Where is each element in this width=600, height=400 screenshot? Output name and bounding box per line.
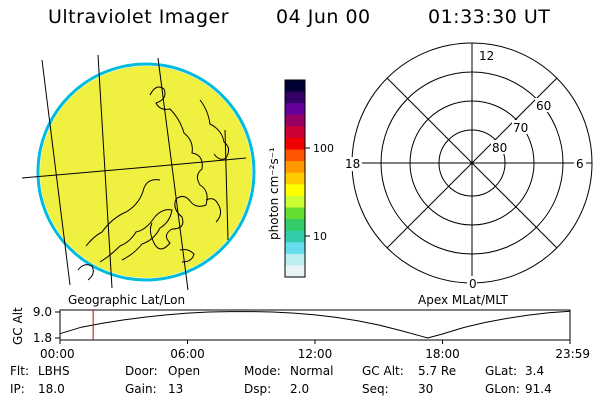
polar-labels: 12 18 6 0 60 70 80 [344, 48, 586, 291]
colorbar-swatch [285, 265, 305, 278]
colorbar-swatch [285, 114, 305, 127]
colorbar-swatch [285, 172, 305, 185]
altitude-series-line [59, 310, 571, 339]
earth-disc-limb [36, 62, 256, 282]
coastline [199, 99, 230, 160]
colorbar-swatch [285, 195, 305, 208]
colorbar-swatch [285, 253, 305, 266]
colorbar-swatch [285, 219, 305, 232]
colorbar: 100 10 photon cm⁻²s⁻¹ [267, 79, 334, 278]
time-label: 01:33:30 UT [428, 6, 551, 28]
meridian-line [224, 129, 229, 241]
coastline [179, 249, 195, 263]
colorbar-swatch [285, 230, 305, 243]
altitude-x-tick-label: 06:00 [170, 347, 205, 361]
mlt-label-midnight: 0 [469, 277, 477, 291]
mlt-label-noon: 12 [479, 49, 494, 63]
footer-key: Flt: [10, 364, 29, 378]
footer-value: 18.0 [38, 382, 65, 396]
footer-value: 5.7 Re [418, 364, 457, 378]
colorbar-swatch [285, 137, 305, 151]
altitude-y-tick-label: 9.0 [33, 305, 52, 319]
footer-value: 3.4 [525, 364, 545, 378]
colorbar-tick-label: 10 [313, 230, 327, 243]
colorbar-swatch [285, 80, 305, 93]
mlat-label-80: 80 [492, 141, 507, 155]
meridian-line [97, 54, 113, 289]
meridian-line [41, 59, 71, 286]
uv-emission-disc [40, 66, 252, 278]
footer-value: 13 [168, 382, 184, 396]
altitude-y-tick-label: 1.8 [33, 331, 52, 345]
colorbar-swatch [285, 184, 305, 197]
mlat-label-70: 70 [513, 121, 528, 135]
footer-key: Mode: [244, 364, 281, 378]
left-panel-caption: Geographic Lat/Lon [68, 293, 185, 307]
footer-value: LBHS [38, 364, 70, 378]
colorbar-swatch [285, 161, 305, 174]
altitude-x-tick-label: 00:00 [40, 347, 75, 361]
colorbar-tick-label: 100 [313, 142, 334, 155]
footer-key: IP: [10, 382, 25, 396]
footer-value: Normal [290, 364, 334, 378]
date-label: 04 Jun 00 [276, 6, 371, 28]
footer-key: GLat: [485, 364, 518, 378]
right-panel-caption: Apex MLat/MLT [418, 293, 508, 307]
earth-map-icon [21, 54, 247, 291]
footer-key: Door: [125, 364, 158, 378]
parallel-line [21, 157, 247, 179]
colorbar-swatch [285, 91, 305, 104]
coastline [77, 264, 94, 281]
altitude-x-tick-label: 12:00 [298, 347, 333, 361]
colorbar-swatch [285, 242, 305, 255]
footer-key: GLon: [485, 382, 520, 396]
colorbar-swatch [285, 207, 305, 220]
footer-key: GC Alt: [362, 364, 404, 378]
coastline [205, 198, 222, 223]
colorbar-swatch [285, 103, 305, 116]
footer-value: 2.0 [290, 382, 310, 396]
polar-spoke [386, 77, 558, 249]
footer-value: 30 [418, 382, 434, 396]
colorbar-swatch [285, 126, 305, 139]
altitude-x-ticks: 00:00 06:00 12:00 18:00 23:59 [40, 340, 590, 361]
mlt-label-dawn: 6 [576, 157, 584, 171]
instrument-title: Ultraviolet Imager [48, 6, 230, 28]
coastline [149, 86, 208, 250]
altitude-x-tick-label: 23:59 [555, 347, 590, 361]
polar-grid [351, 42, 593, 284]
altitude-chart: GC Alt 9.0 1.8 00:00 06:00 12:00 18:00 23:59 [11, 305, 590, 361]
footer-key: Dsp: [244, 382, 272, 396]
altitude-y-ticks: 9.0 1.8 [33, 305, 60, 345]
coastline [99, 209, 173, 263]
altitude-x-tick-label: 18:00 [425, 347, 460, 361]
mlat-label-60: 60 [536, 99, 551, 113]
altitude-axis-label: GC Alt [11, 307, 25, 345]
footer-value: 91.4 [525, 382, 552, 396]
mlt-label-dusk: 18 [345, 157, 360, 171]
footer-key: Seq: [362, 382, 389, 396]
colorbar-gradient [285, 80, 305, 278]
footer-key: Gain: [125, 382, 157, 396]
meridian-line [157, 57, 189, 291]
footer-value: Open [168, 364, 201, 378]
colorbar-swatch [285, 149, 305, 162]
colorbar-frame [284, 79, 306, 278]
coastline [85, 179, 161, 247]
colorbar-unit-label: photon cm⁻²s⁻¹ [267, 147, 281, 240]
uvi-image-panel [21, 54, 256, 291]
